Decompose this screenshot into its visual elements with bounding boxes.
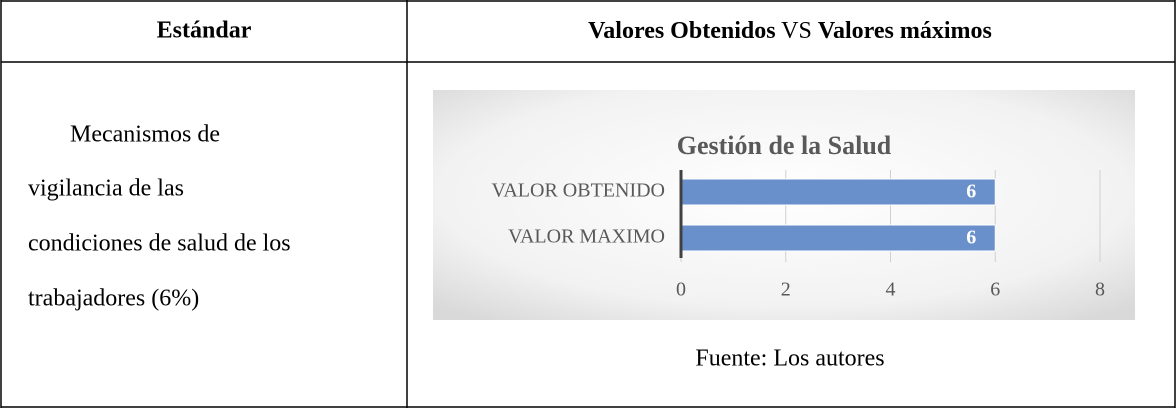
header-cell: Estándar bbox=[157, 18, 252, 44]
header-part: VS bbox=[781, 18, 812, 44]
x-tick-label: 0 bbox=[676, 279, 686, 301]
y-tick-label: VALOR OBTENIDO bbox=[491, 180, 665, 202]
x-tick-label: 8 bbox=[1095, 279, 1105, 301]
chart-title: Gestión de la Salud bbox=[677, 131, 892, 160]
header-part: Valores máximos bbox=[818, 18, 992, 44]
body-line: condiciones de salud de los bbox=[28, 231, 291, 257]
data-label: 6 bbox=[966, 227, 976, 249]
caption: Fuente: Los autores bbox=[695, 346, 884, 372]
bar bbox=[680, 224, 996, 252]
x-tick-label: 4 bbox=[886, 279, 896, 301]
header-cell: Valores Obtenidos VS Valores máximos bbox=[588, 18, 992, 44]
body-line: trabajadores (6%) bbox=[28, 286, 199, 312]
data-label: 6 bbox=[966, 181, 976, 203]
header-part: Valores Obtenidos bbox=[588, 18, 775, 44]
bar bbox=[680, 178, 996, 206]
y-tick-label: VALOR MAXIMO bbox=[508, 226, 665, 248]
body-line: Mecanismos de bbox=[70, 122, 220, 148]
body-line: vigilancia de las bbox=[28, 176, 184, 202]
x-tick-label: 6 bbox=[990, 279, 1000, 301]
x-tick-label: 2 bbox=[781, 279, 791, 301]
